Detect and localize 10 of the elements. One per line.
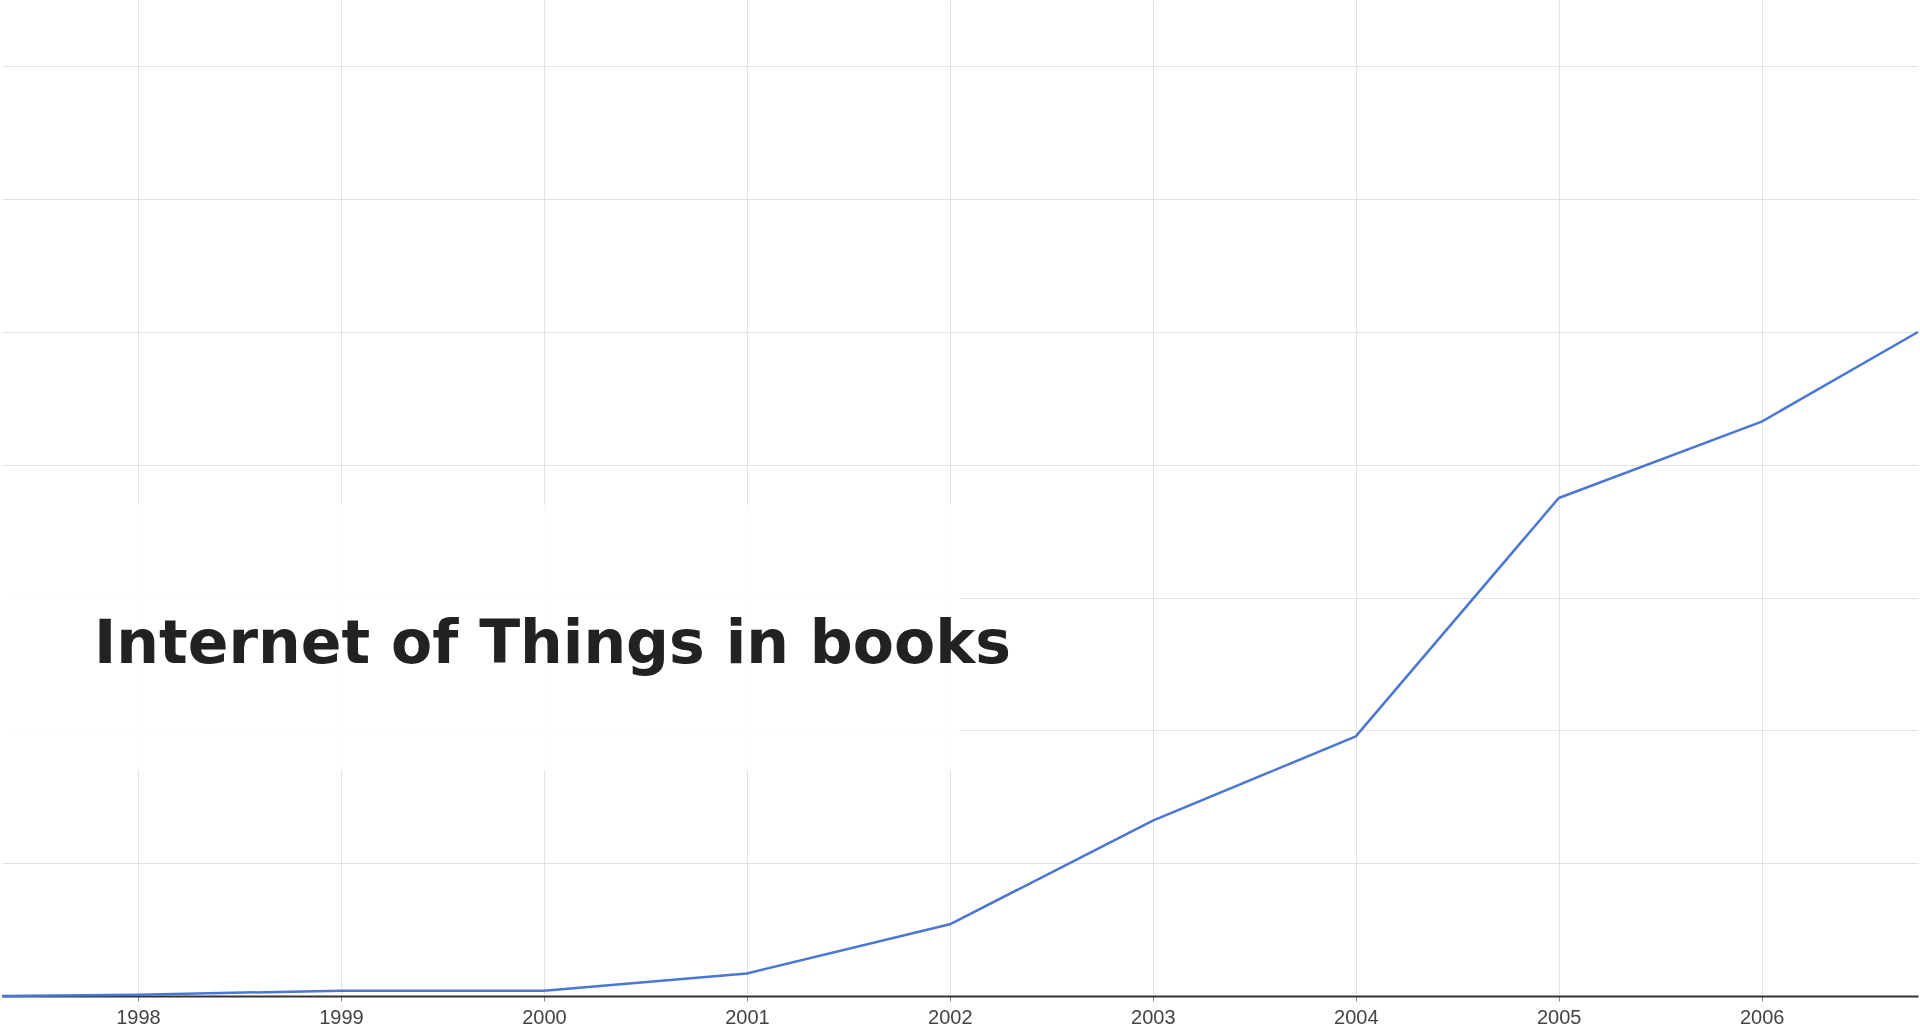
x-tick-label: 1999: [319, 1005, 364, 1027]
x-tick-label: 2005: [1537, 1005, 1582, 1027]
x-tick-label: 1998: [116, 1005, 161, 1027]
x-tick-label: 2001: [725, 1005, 770, 1027]
x-tick-label: 2006: [1739, 1005, 1785, 1027]
x-tick-label: 2002: [928, 1005, 973, 1027]
x-tick-label: 2003: [1131, 1005, 1176, 1027]
x-tick-label: 2004: [1334, 1005, 1379, 1027]
x-tick-label: 2000: [522, 1005, 567, 1027]
text: Internet of Things in books: [94, 606, 1011, 679]
